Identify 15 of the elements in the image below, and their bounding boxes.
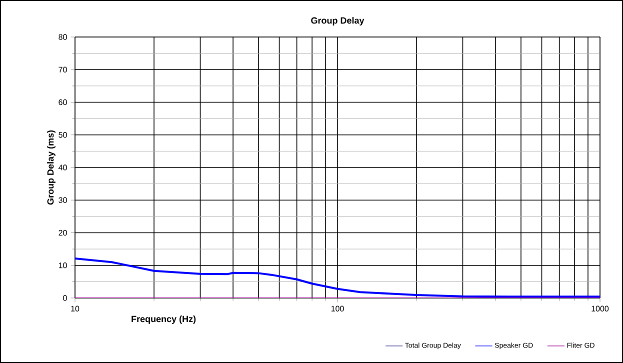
y-tick-label: 40 <box>58 164 67 170</box>
y-tick-label: 20 <box>58 230 67 236</box>
y-tick-label: 70 <box>58 66 67 72</box>
y-tick-label: 50 <box>58 132 67 138</box>
x-tick-label: 100 <box>331 306 344 312</box>
y-axis-title: Group Delay (ms) <box>47 130 56 205</box>
y-tick-label: 80 <box>58 34 67 40</box>
y-tick-label: 30 <box>58 197 67 203</box>
y-tick-label: 0 <box>63 295 67 301</box>
x-axis-title: Frequency (Hz) <box>132 316 196 324</box>
x-tick-label: 10 <box>71 306 80 312</box>
y-tick-label: 60 <box>58 99 67 106</box>
x-tick-label: 1000 <box>592 306 609 312</box>
chart-title: Group Delay <box>311 17 364 26</box>
y-tick-label: 10 <box>58 262 67 268</box>
